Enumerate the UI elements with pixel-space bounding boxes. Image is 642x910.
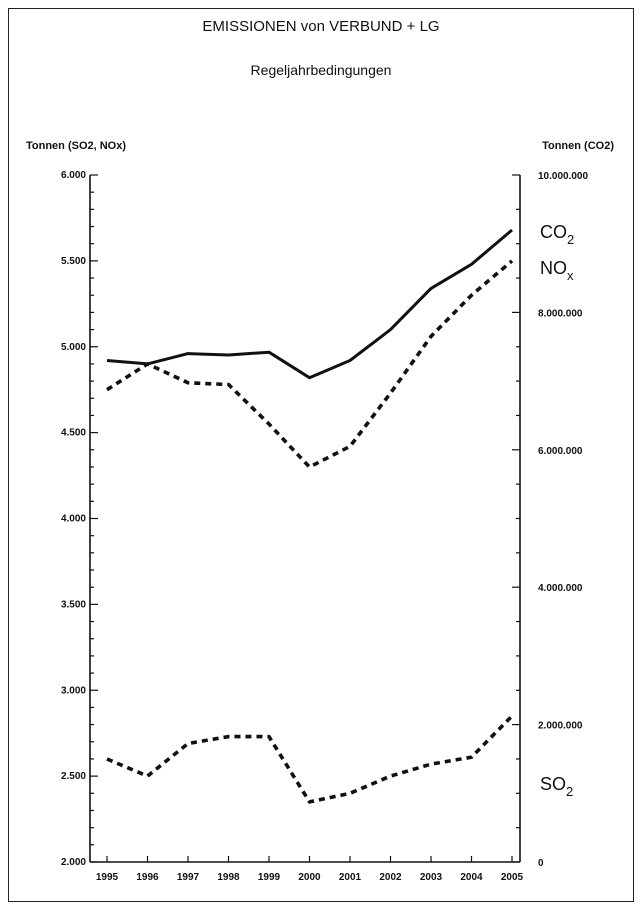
series-label: CO2 (540, 222, 574, 247)
y-right-tick-label: 10.000.000 (538, 171, 588, 182)
x-tick-label: 1995 (96, 872, 119, 883)
x-tick-label: 2000 (298, 872, 321, 883)
x-tick-label: 2005 (501, 872, 524, 883)
y-right-tick-label: 6.000.000 (538, 446, 583, 457)
series-line-nox (106, 259, 514, 469)
y-left-tick-label: 4.500 (61, 428, 86, 439)
chart-title: EMISSIONEN von VERBUND + LG (202, 18, 440, 35)
series-line-co2 (106, 228, 513, 380)
y-right-tick-label: 0 (538, 858, 544, 869)
y-left-tick-label: 3.500 (61, 599, 86, 610)
x-tick-label: 1998 (217, 872, 240, 883)
x-tick-label: 1996 (136, 872, 159, 883)
x-tick-label: 2003 (420, 872, 443, 883)
x-tick-label: 2001 (339, 872, 362, 883)
x-tick-label: 2004 (460, 872, 483, 883)
y-axis-right-label: Tonnen (CO2) (542, 140, 614, 152)
y-right-tick-label: 4.000.000 (538, 583, 583, 594)
series-label: SO2 (540, 774, 573, 799)
y-left-tick-label: 3.000 (61, 685, 86, 696)
x-tick-label: 2002 (379, 872, 402, 883)
chart-subtitle: Regeljahrbedingungen (250, 62, 392, 78)
y-left-tick-label: 5.500 (61, 256, 86, 267)
chart-frame (8, 8, 634, 902)
y-left-tick-label: 4.000 (61, 514, 86, 525)
y-left-tick-label: 2.500 (61, 771, 86, 782)
series-label: NOx (540, 258, 574, 283)
y-left-tick-label: 5.000 (61, 342, 86, 353)
series-line-so2 (106, 714, 514, 804)
x-tick-label: 1999 (258, 872, 281, 883)
y-left-tick-label: 2.000 (61, 857, 86, 868)
x-tick-label: 1997 (177, 872, 200, 883)
y-axis-left-label: Tonnen (SO2, NOx) (26, 140, 127, 152)
y-left-tick-label: 6.000 (61, 170, 86, 181)
y-right-tick-label: 2.000.000 (538, 721, 583, 732)
y-right-tick-label: 8.000.000 (538, 308, 583, 319)
